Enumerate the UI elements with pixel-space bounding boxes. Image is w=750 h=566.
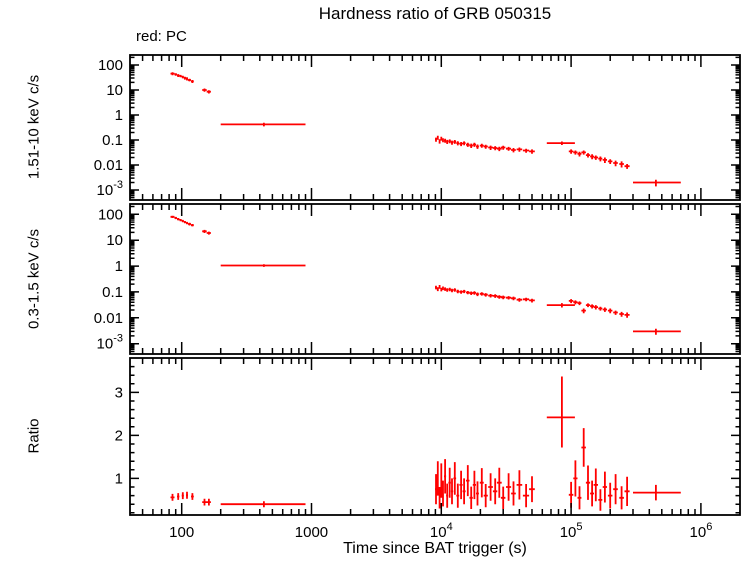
svg-text:1000: 1000	[295, 524, 328, 541]
svg-text:100: 100	[169, 524, 194, 541]
svg-text:0.01: 0.01	[94, 310, 123, 327]
svg-text:10-3: 10-3	[97, 179, 123, 199]
axis-ticks	[130, 55, 740, 515]
legend-pc-mode: red: PC	[136, 28, 187, 45]
chart-title: Hardness ratio of GRB 050315	[318, 4, 552, 23]
svg-text:1: 1	[115, 470, 123, 487]
series-soft-band	[170, 215, 681, 335]
series-hard-band	[170, 72, 681, 187]
svg-text:0.1: 0.1	[102, 284, 123, 301]
svg-text:105: 105	[560, 521, 583, 541]
svg-text:10: 10	[106, 232, 123, 249]
svg-text:100: 100	[98, 206, 123, 223]
panel-frame-hard-band	[129, 54, 741, 201]
svg-text:1: 1	[115, 258, 123, 275]
svg-text:106: 106	[690, 521, 713, 541]
panel-frame-ratio	[129, 357, 741, 516]
svg-text:0.1: 0.1	[102, 132, 123, 149]
svg-text:0.01: 0.01	[94, 157, 123, 174]
svg-text:2: 2	[115, 427, 123, 444]
svg-text:1: 1	[115, 107, 123, 124]
svg-text:100: 100	[98, 57, 123, 74]
svg-text:10-3: 10-3	[97, 333, 123, 353]
x-axis-label: Time since BAT trigger (s)	[343, 540, 527, 557]
svg-text:10: 10	[106, 82, 123, 99]
panel-frame-soft-band	[129, 203, 741, 355]
svg-text:104: 104	[430, 521, 453, 541]
series-ratio	[170, 376, 681, 511]
svg-text:3: 3	[115, 384, 123, 401]
tick-labels: 100 1000 104 105 1061001010.10.0110-31001010…	[94, 57, 713, 541]
